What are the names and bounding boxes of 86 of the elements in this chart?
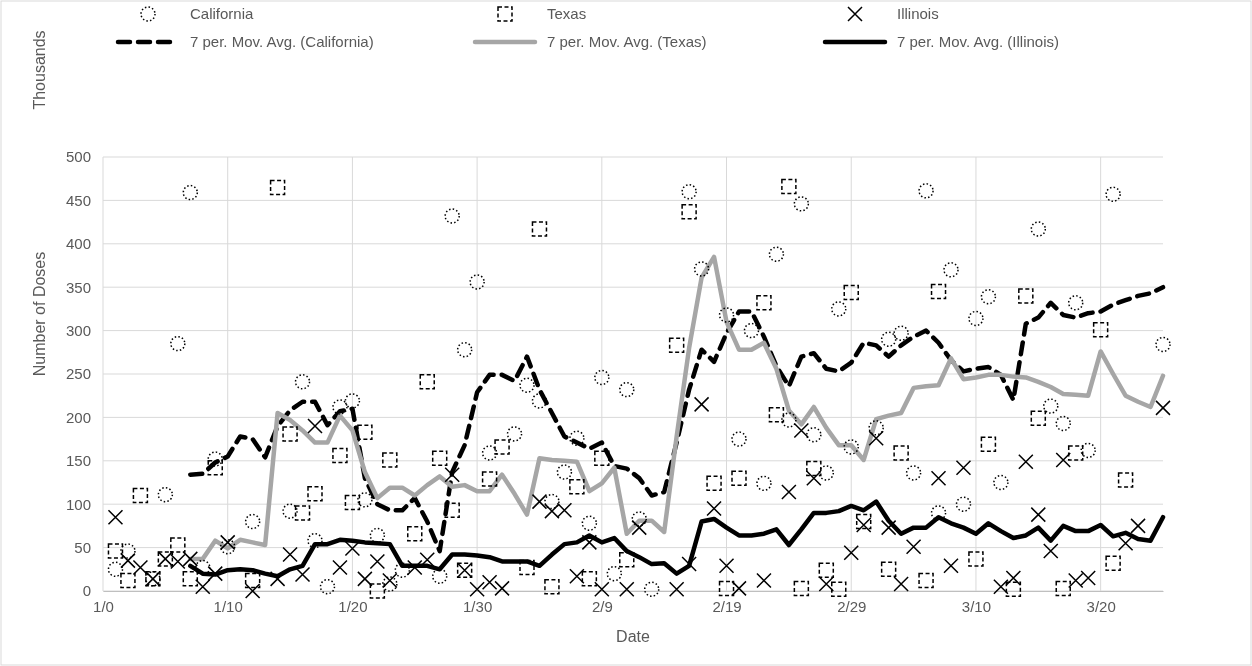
point	[357, 424, 373, 440]
point	[1105, 555, 1121, 571]
point	[170, 537, 186, 553]
point	[1030, 410, 1047, 427]
x-tick-label: 2/9	[591, 597, 613, 615]
y-tick-label: 0	[82, 582, 91, 600]
legend-label: 7 per. Mov. Avg. (California)	[190, 33, 374, 50]
point	[893, 445, 909, 461]
point	[619, 552, 635, 568]
point	[1005, 581, 1022, 598]
y-tick-label: 200	[65, 408, 91, 426]
point	[569, 479, 585, 495]
point	[1092, 321, 1109, 338]
point	[182, 571, 199, 587]
point	[681, 203, 697, 220]
y-axis-title: Number of Doses	[31, 251, 48, 377]
y-tick-label: 350	[65, 278, 91, 296]
legend-label: 7 per. Mov. Avg. (Illinois)	[897, 33, 1060, 50]
point	[132, 487, 149, 504]
point	[581, 571, 598, 587]
point	[880, 561, 897, 578]
point	[531, 221, 548, 237]
point	[307, 486, 323, 502]
point	[344, 494, 361, 511]
point	[718, 580, 735, 597]
point	[731, 470, 747, 486]
point	[431, 450, 448, 466]
point	[544, 578, 560, 595]
point	[1055, 580, 1071, 597]
x-tick-label: 1/30	[463, 597, 493, 615]
x-tick-label: 3/10	[961, 597, 992, 615]
point	[494, 439, 510, 455]
point	[369, 583, 386, 599]
point	[968, 551, 984, 567]
point	[456, 562, 473, 578]
point	[1067, 445, 1084, 461]
point	[519, 559, 535, 576]
x-tick-label: 1/0	[93, 597, 114, 615]
point	[382, 452, 398, 468]
x-tick-label: 1/20	[338, 597, 368, 615]
point	[668, 337, 685, 354]
point	[269, 179, 286, 196]
legend-label: 7 per. Mov. Avg. (Texas)	[547, 33, 707, 50]
point	[1018, 288, 1034, 304]
point	[918, 572, 934, 589]
point	[294, 505, 311, 521]
point	[980, 436, 997, 453]
point	[781, 178, 797, 195]
point	[120, 572, 136, 589]
point	[768, 407, 785, 423]
point	[282, 426, 298, 442]
x-tick-label: 2/29	[837, 597, 867, 615]
legend-label: California	[190, 5, 255, 22]
point	[332, 447, 348, 464]
point	[481, 471, 498, 487]
y-tick-label: 300	[65, 321, 91, 339]
legend-label: Texas	[547, 5, 587, 22]
y-tick-label: 400	[65, 235, 91, 253]
point	[244, 572, 261, 589]
point	[1117, 472, 1134, 488]
point	[806, 460, 822, 477]
point	[930, 283, 947, 300]
text: Thousands	[31, 30, 48, 110]
x-tick-label: 3/20	[1086, 597, 1116, 615]
y-tick-label: 250	[65, 365, 91, 383]
y-tick-label: 150	[65, 452, 91, 470]
point	[107, 543, 124, 559]
point	[419, 374, 435, 390]
point	[831, 581, 847, 598]
y-tick-label: 50	[74, 538, 91, 556]
x-tick-label: 2/19	[712, 597, 742, 615]
x-tick-label: 1/10	[213, 597, 243, 615]
point	[818, 562, 835, 578]
y-tick-label: 450	[65, 191, 91, 209]
legend-label: Illinois	[897, 5, 939, 22]
y-tick-label: 500	[65, 148, 91, 166]
x-axis-title: Date	[616, 628, 650, 645]
point	[855, 513, 872, 530]
point	[843, 284, 859, 301]
point	[756, 295, 772, 311]
point	[407, 525, 423, 542]
point	[706, 475, 722, 492]
point	[793, 580, 810, 597]
point	[145, 571, 161, 587]
y-tick-label: 100	[65, 495, 91, 513]
point	[207, 459, 223, 476]
